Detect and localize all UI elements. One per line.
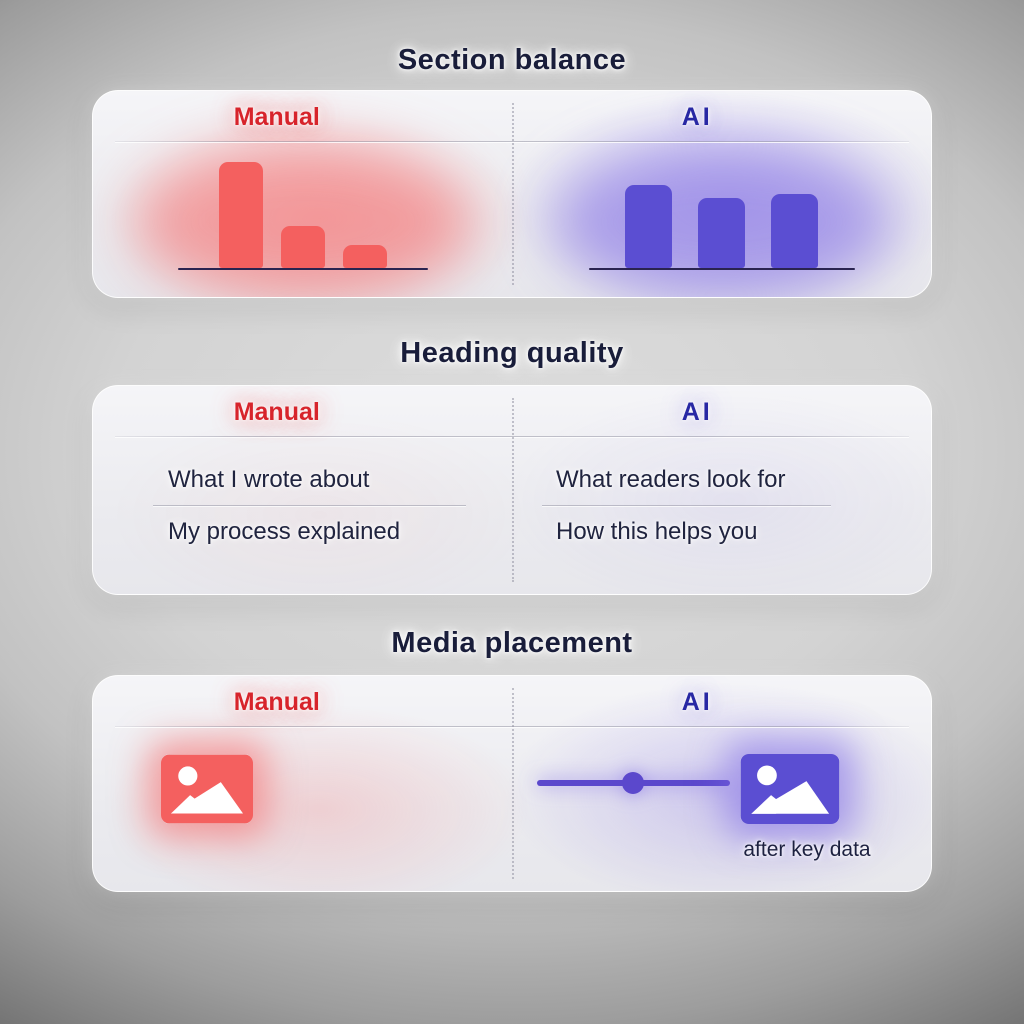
manual-column-label: Manual <box>233 103 320 131</box>
media-placement-title: Media placement <box>391 627 633 659</box>
image-icon <box>161 754 253 824</box>
manual-heading-item: What I wrote about <box>168 466 370 493</box>
chart-baseline <box>588 267 855 270</box>
ai-heading-item: What readers look for <box>556 466 786 493</box>
timeline-slider <box>537 772 730 794</box>
manual-bar-chart-panel <box>93 141 512 297</box>
column-divider <box>512 688 514 879</box>
image-icon <box>740 754 840 824</box>
ai-column-label: AI <box>681 398 713 426</box>
manual-heading-item: My process explained <box>168 518 401 545</box>
manual-media-panel <box>93 726 512 891</box>
section-balance-title: Section balance <box>397 44 627 76</box>
manual-headings-panel: What I wrote about My process explained <box>93 436 512 594</box>
ai-media-panel: after key data <box>512 726 931 891</box>
bar <box>280 225 325 268</box>
column-header-row: Manual AI <box>93 91 931 141</box>
column-divider <box>512 103 514 285</box>
ai-headings-panel: What readers look for How this helps you <box>512 436 931 594</box>
bar <box>698 197 745 268</box>
ai-column-label: AI <box>681 688 713 716</box>
heading-quality-card: Manual AI What I wrote about My process … <box>92 385 932 595</box>
column-header-row: Manual AI <box>93 386 931 436</box>
manual-column-label: Manual <box>233 398 320 426</box>
ai-bar-chart-panel <box>512 141 931 297</box>
ai-bar-chart <box>612 184 831 268</box>
manual-bar-chart <box>210 161 396 268</box>
bar <box>625 184 672 268</box>
slider-thumb <box>622 772 644 794</box>
chart-baseline <box>177 267 428 270</box>
bar <box>771 193 818 268</box>
row-divider <box>542 505 831 506</box>
ai-column-label: AI <box>681 103 713 131</box>
ai-heading-item: How this helps you <box>556 518 758 545</box>
heading-quality-title: Heading quality <box>400 337 624 369</box>
column-divider <box>512 398 514 582</box>
column-header-row: Manual AI <box>93 676 931 726</box>
bar <box>342 244 387 268</box>
ai-media-caption: after key data <box>743 838 871 861</box>
section-balance-card: Manual AI <box>92 90 932 298</box>
manual-column-label: Manual <box>233 688 320 716</box>
red-glow <box>132 142 473 297</box>
bar <box>218 161 263 268</box>
row-divider <box>153 505 466 506</box>
media-placement-card: Manual AI <box>92 675 932 892</box>
